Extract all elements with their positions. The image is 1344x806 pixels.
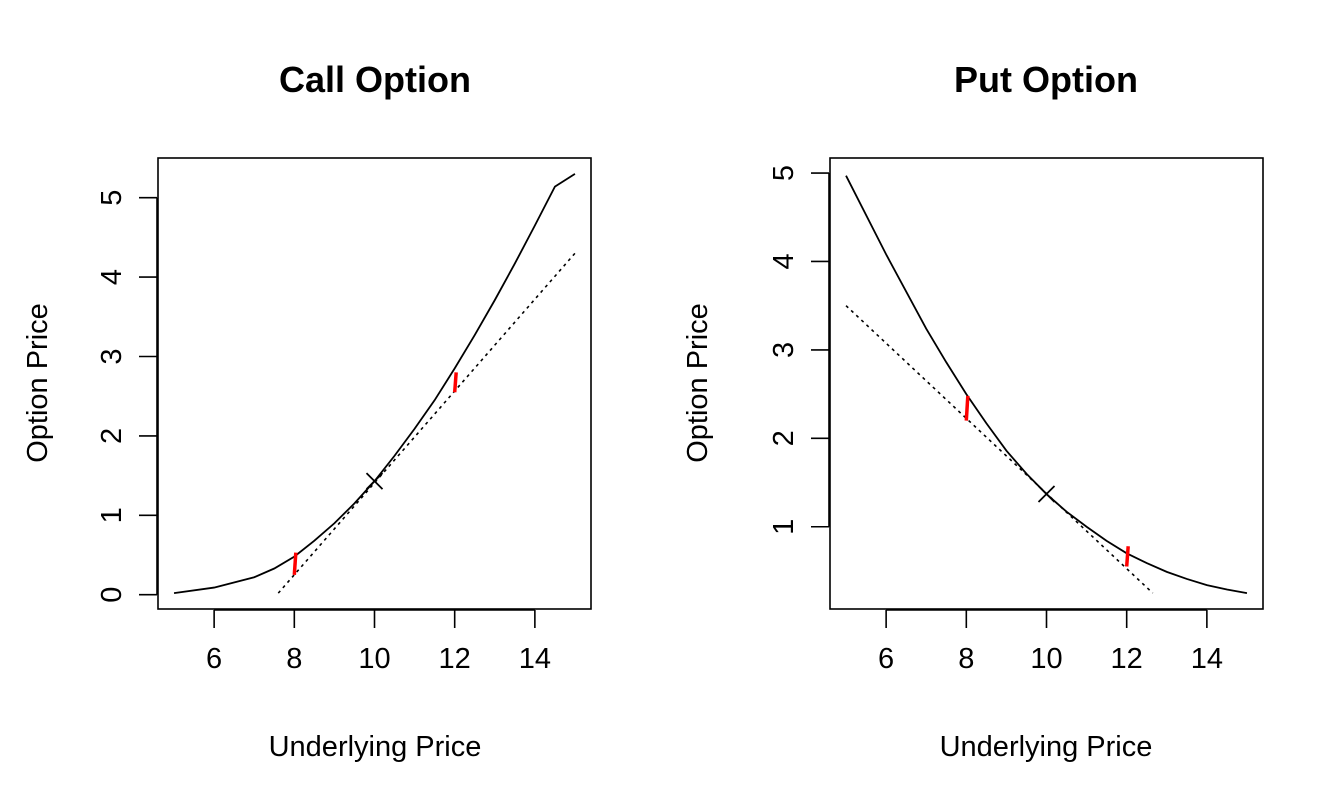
put-option-x-tick-label: 6 bbox=[878, 643, 894, 675]
call-option-x-tick-label: 10 bbox=[358, 643, 390, 675]
put-option-x-tick-label: 12 bbox=[1111, 643, 1143, 675]
put-option-x-tick-label: 8 bbox=[958, 643, 974, 675]
put-option-x-tick-label: 14 bbox=[1191, 643, 1223, 675]
call-option-price-curve bbox=[173, 173, 576, 595]
call-option-x-tick-label: 14 bbox=[519, 643, 551, 675]
call-option-point-marker bbox=[365, 472, 384, 490]
call-option-x-tick-label: 8 bbox=[286, 643, 302, 675]
put-option-panel: Put Option Underlying Price Option Price… bbox=[682, 59, 1264, 763]
put-option-y-tick-label: 1 bbox=[768, 519, 800, 535]
put-option-xlabel: Underlying Price bbox=[940, 731, 1153, 763]
call-option-y-tick-label: 2 bbox=[96, 428, 128, 444]
call-option-plot-frame bbox=[157, 157, 592, 610]
put-option-price-curve bbox=[845, 175, 1248, 594]
call-option-y-tick-label: 3 bbox=[96, 348, 128, 364]
call-option-red-mark bbox=[292, 552, 298, 575]
put-option-x-tick-label: 10 bbox=[1030, 643, 1062, 675]
put-option-ylabel: Option Price bbox=[682, 303, 714, 463]
put-option-y-tick-label: 2 bbox=[768, 430, 800, 446]
put-option-red-mark bbox=[1124, 546, 1130, 567]
call-option-x-tick-label: 12 bbox=[439, 643, 471, 675]
put-option-y-tick-label: 4 bbox=[768, 253, 800, 269]
call-option-x-tick-label: 6 bbox=[206, 643, 222, 675]
call-option-red-mark bbox=[452, 372, 458, 393]
call-option-y-tick-label: 5 bbox=[96, 190, 128, 206]
call-option-y-tick-label: 0 bbox=[96, 587, 128, 603]
put-option-plot-frame bbox=[829, 157, 1264, 610]
call-option-panel: Call Option Underlying Price Option Pric… bbox=[22, 59, 592, 763]
put-option-y-tick-label: 5 bbox=[768, 165, 800, 181]
put-option-point-marker-stroke bbox=[1037, 485, 1056, 503]
call-option-y-tick-label: 4 bbox=[96, 269, 128, 285]
call-option-xlabel: Underlying Price bbox=[269, 731, 482, 763]
call-option-ylabel: Option Price bbox=[22, 303, 54, 463]
put-option-point-marker bbox=[1037, 485, 1056, 503]
put-option-y-tick-label: 3 bbox=[768, 342, 800, 358]
call-option-tangent-line bbox=[277, 252, 576, 594]
put-option-red-mark bbox=[964, 395, 970, 421]
call-option-title: Call Option bbox=[279, 59, 471, 100]
put-option-tangent-line bbox=[845, 305, 1154, 594]
call-option-y-tick-label: 1 bbox=[96, 507, 128, 523]
call-option-point-marker-stroke bbox=[365, 472, 384, 490]
put-option-title: Put Option bbox=[954, 59, 1138, 100]
